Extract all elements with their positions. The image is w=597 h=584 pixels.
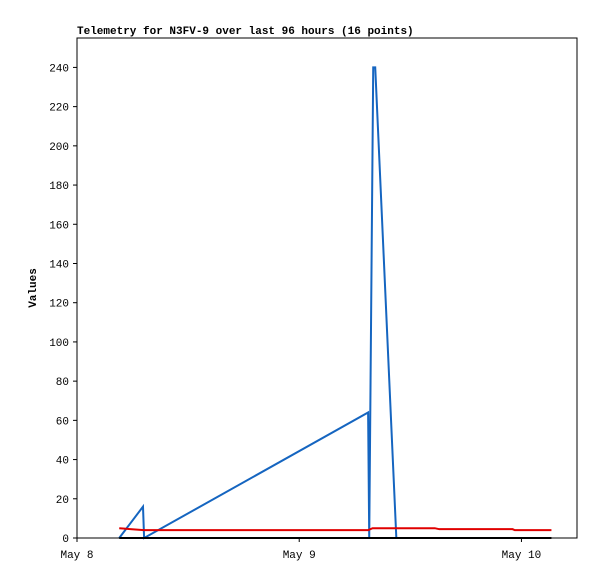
y-tick-label: 20 — [56, 495, 69, 507]
y-axis-label: Values — [28, 268, 40, 308]
y-tick-label: 200 — [49, 142, 69, 154]
y-tick-label: 160 — [49, 220, 69, 232]
series-line — [119, 527, 552, 532]
series-line — [118, 66, 398, 540]
y-tick-label: 140 — [49, 259, 69, 271]
y-tick-label: 180 — [49, 181, 69, 193]
y-tick-label: 100 — [49, 338, 69, 350]
x-tick-label: May 10 — [502, 550, 542, 562]
x-tick-label: May 8 — [60, 550, 93, 562]
y-tick-label: 40 — [56, 456, 69, 468]
y-tick-label: 0 — [62, 534, 69, 546]
y-tick-label: 120 — [49, 299, 69, 311]
x-tick-label: May 9 — [283, 550, 316, 562]
chart-title: Telemetry for N3FV-9 over last 96 hours … — [77, 26, 414, 38]
y-tick-label: 80 — [56, 377, 69, 389]
y-tick-label: 220 — [49, 103, 69, 115]
y-tick-label: 60 — [56, 416, 69, 428]
y-tick-label: 240 — [49, 63, 69, 75]
plot-frame — [76, 37, 578, 539]
